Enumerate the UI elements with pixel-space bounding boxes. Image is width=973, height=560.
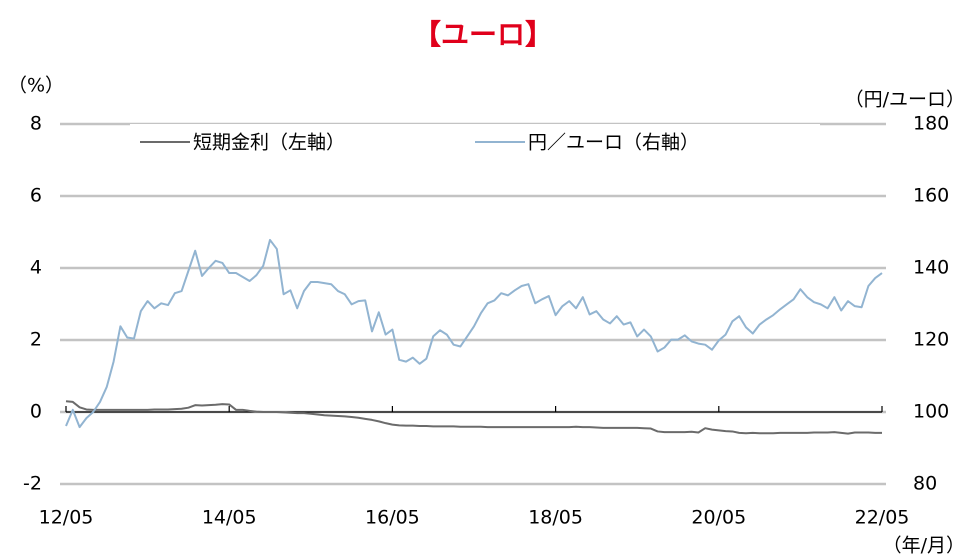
y2-tick-label: 180	[913, 113, 949, 135]
x-axis-label: （年/月）	[883, 535, 965, 557]
x-tick-label: 18/05	[528, 507, 583, 529]
y2-tick-label: 80	[913, 473, 937, 495]
y-tick-label: 4	[30, 257, 42, 279]
x-tick-label: 22/05	[855, 507, 910, 529]
legend-label: 短期金利（左軸）	[193, 132, 345, 154]
y2-tick-label: 160	[913, 185, 949, 207]
y2-axis-label: （円/ユーロ）	[845, 89, 965, 111]
x-tick-label: 14/05	[202, 507, 257, 529]
y-tick-label: -2	[23, 473, 42, 495]
y-tick-label: 6	[30, 185, 42, 207]
legend-label: 円／ユーロ（右軸）	[528, 132, 699, 154]
x-tick-label: 16/05	[365, 507, 420, 529]
chart-title: 【ユーロ】	[413, 18, 553, 51]
y-axis-label: （%）	[8, 75, 64, 97]
y-tick-label: 0	[30, 401, 42, 423]
y2-tick-label: 100	[913, 401, 949, 423]
y-tick-label: 2	[30, 329, 42, 351]
y2-tick-label: 120	[913, 329, 949, 351]
y-tick-label: 8	[30, 113, 42, 135]
series-line	[65, 238, 883, 429]
series-line	[65, 400, 882, 435]
x-tick-label: 20/05	[691, 507, 746, 529]
x-tick-label: 12/05	[39, 507, 94, 529]
y2-tick-label: 140	[913, 257, 949, 279]
